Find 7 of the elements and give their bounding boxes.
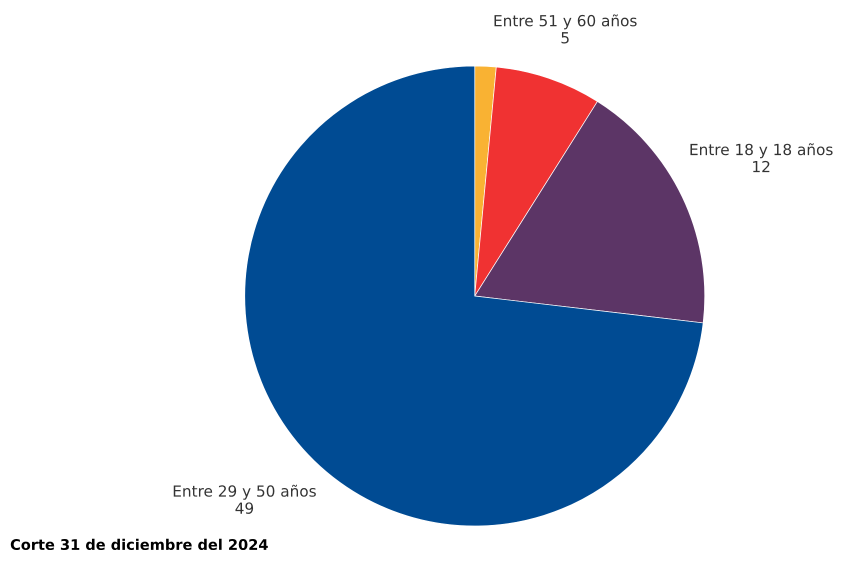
data-label: 49 [235, 502, 254, 514]
slice-label: Entre 18 y 18 años [690, 143, 833, 158]
slice-label: Entre 29 y 50 años [174, 484, 316, 500]
data-label: 5 [562, 32, 569, 44]
text: Corte 31 de diciembre del 2024 [10, 538, 268, 550]
data-label: 12 [753, 160, 770, 172]
slice-label: Entre 51 y 60 años [494, 14, 637, 30]
